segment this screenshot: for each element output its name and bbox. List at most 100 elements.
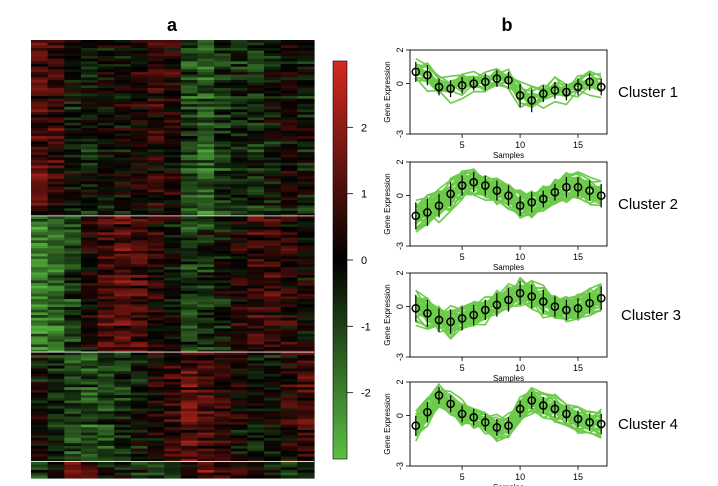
heatmap-cell	[197, 373, 215, 378]
heatmap-cell	[180, 320, 199, 324]
heatmap-cell	[280, 58, 298, 62]
heatmap-cell	[214, 464, 232, 468]
heatmap-cell	[180, 411, 199, 415]
heatmap-cell	[147, 413, 165, 418]
heatmap-cell	[197, 376, 215, 380]
heatmap-cell	[164, 389, 182, 394]
heatmap-cell	[280, 328, 298, 332]
heatmap-cell	[214, 130, 232, 135]
heatmap-cell	[230, 291, 249, 295]
heatmap-cell	[31, 315, 49, 319]
heatmap-cell	[280, 248, 298, 252]
heatmap-cell	[64, 178, 82, 183]
heatmap-cell	[214, 50, 232, 54]
heatmap-cell	[230, 259, 249, 263]
heatmap-cell	[114, 299, 132, 303]
heatmap-cell	[230, 104, 249, 108]
heatmap-cell	[80, 296, 99, 300]
heatmap-cell	[97, 291, 115, 295]
heatmap-cell	[180, 405, 199, 410]
heatmap-cell	[197, 429, 215, 434]
heatmap-cell	[47, 349, 65, 354]
heatmap-cell	[247, 443, 265, 447]
heatmap-cell	[64, 469, 82, 474]
heatmap-cell	[197, 408, 215, 412]
heatmap-cell	[114, 440, 132, 444]
heatmap-cell	[280, 40, 298, 44]
heatmap-cell	[130, 416, 149, 420]
x-tick-label: 15	[573, 363, 583, 373]
heatmap-cell	[64, 210, 82, 215]
heatmap-cell	[247, 250, 265, 255]
heatmap-cell	[247, 237, 265, 241]
heatmap-cell	[297, 72, 315, 76]
heatmap-cell	[164, 232, 182, 236]
heatmap-cell	[80, 181, 99, 185]
heatmap-cell	[264, 307, 282, 311]
heatmap-cell	[97, 90, 115, 95]
heatmap-cell	[47, 453, 65, 458]
heatmap-cell	[114, 392, 132, 396]
heatmap-cell	[164, 427, 182, 431]
heatmap-cell	[247, 275, 265, 279]
heatmap-cell	[130, 357, 149, 362]
heatmap-cell	[130, 405, 149, 410]
heatmap-cell	[114, 224, 132, 228]
heatmap-cell	[180, 229, 199, 233]
y-axis-label: Gene Expression	[383, 173, 392, 234]
heatmap-cell	[164, 208, 182, 212]
heatmap-cell	[47, 165, 65, 169]
heatmap-cell	[280, 299, 298, 303]
mean-point	[515, 288, 525, 298]
heatmap-cell	[130, 80, 149, 84]
heatmap-cell	[214, 170, 232, 175]
heatmap-cell	[230, 224, 249, 228]
heatmap-cell	[197, 288, 215, 292]
heatmap-cell	[230, 469, 249, 474]
mean-point	[562, 409, 571, 419]
heatmap-cell	[114, 234, 132, 239]
heatmap-cell	[197, 248, 215, 252]
heatmap-cell	[97, 218, 115, 223]
heatmap-cell	[31, 376, 49, 380]
heatmap-cell	[64, 275, 82, 279]
heatmap-cell	[164, 154, 182, 159]
heatmap-cell	[197, 283, 215, 287]
heatmap-cell	[297, 168, 315, 172]
heatmap-cell	[64, 130, 82, 135]
heatmap-cell	[230, 312, 249, 316]
heatmap-cell	[180, 122, 199, 127]
heatmap-cell	[164, 240, 182, 244]
heatmap-cell	[297, 285, 315, 289]
heatmap-cell	[80, 443, 99, 447]
heatmap-cell	[297, 397, 315, 402]
heatmap-cell	[214, 368, 232, 372]
heatmap-cell	[147, 272, 165, 276]
heatmap-cell	[147, 443, 165, 447]
heatmap-cell	[264, 427, 282, 431]
heatmap-cell	[130, 400, 149, 404]
heatmap-cell	[64, 333, 82, 338]
heatmap-cell	[214, 352, 232, 356]
heatmap-cell	[130, 181, 149, 185]
heatmap-cell	[297, 323, 315, 327]
heatmap-cell	[230, 328, 249, 332]
heatmap-cell	[130, 309, 149, 314]
heatmap-cell	[130, 368, 149, 372]
heatmap-cell	[164, 178, 182, 183]
heatmap-cell	[180, 141, 199, 145]
heatmap-cell	[147, 74, 165, 78]
heatmap-cell	[97, 269, 115, 273]
heatmap-cell	[130, 253, 149, 257]
heatmap-cell	[31, 208, 49, 212]
mean-point	[585, 186, 594, 195]
heatmap-cell	[164, 184, 182, 188]
heatmap-cell	[64, 256, 82, 260]
heatmap-cell	[114, 237, 132, 241]
heatmap-cell	[47, 280, 65, 284]
heatmap-cell	[64, 451, 82, 455]
heatmap-cell	[80, 448, 99, 452]
x-axis-label: Samples	[493, 151, 524, 160]
heatmap-cell	[97, 379, 115, 383]
